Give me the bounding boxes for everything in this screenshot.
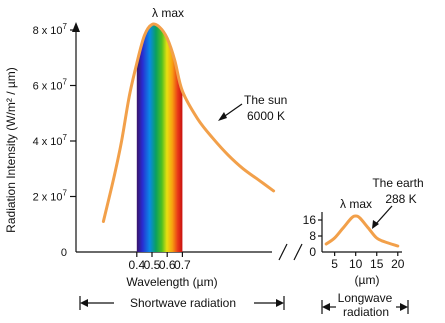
main-x-tick-label: 0.4 (128, 258, 145, 272)
main-y-tick-label: 4 x 107 (33, 133, 68, 148)
earth-name-label: The earth (372, 176, 423, 190)
main-y-tick-label: 2 x 107 (33, 189, 68, 204)
sun-temp-label: 6000 K (247, 109, 285, 123)
main-x-ticks: 0.40.50.60.7 (128, 252, 191, 272)
sun-peak-label: λ max (152, 6, 184, 20)
main-y-tick-label: 0 (61, 247, 67, 259)
earth-temp-label: 288 K (385, 192, 416, 206)
x-axis-label: Wavelength (µm) (126, 275, 217, 289)
earth-x-tick-label: 5 (331, 257, 338, 271)
earth-y-tick-label: 8 (309, 229, 316, 243)
main-y-ticks: 8 x 107 6 x 107 4 x 107 2 x 107 0 (33, 22, 76, 259)
earth-x-tick-label: 15 (370, 257, 384, 271)
earth-x-ticks: 5 10 15 20 (331, 252, 405, 271)
longwave-label-line-2: radiation (343, 305, 389, 319)
main-x-tick-label: 0.5 (144, 258, 161, 272)
earth-pointer-arrow (374, 205, 393, 226)
longwave-right-arrow-icon (400, 303, 408, 311)
earth-x-tick-label: 20 (391, 257, 405, 271)
earth-y-tick-label: 16 (303, 213, 317, 227)
shortwave-label: Shortwave radiation (130, 296, 236, 310)
shortwave-right-arrow-icon (276, 299, 284, 307)
main-x-tick-label: 0.7 (174, 258, 191, 272)
sun-curve (101, 22, 276, 223)
earth-peak-label: λ max (340, 197, 372, 211)
shortwave-left-arrow-icon (80, 299, 88, 307)
earth-x-tick-label: 10 (349, 257, 363, 271)
axis-break-mark-1 (278, 243, 288, 261)
sun-name-label: The sun (244, 93, 287, 107)
earth-curve (324, 214, 400, 248)
y-axis-label: Radiation Intensity (W/m² / µm) (4, 67, 18, 233)
axis-break-mark-2 (293, 243, 303, 261)
earth-x-axis-label: (µm) (355, 273, 380, 287)
earth-pointer-arrow-icon (372, 220, 379, 229)
earth-y-tick-label: 0 (309, 245, 316, 259)
longwave-left-arrow-icon (322, 303, 330, 311)
main-y-tick-label: 6 x 107 (33, 78, 68, 93)
sun-pointer-arrow-icon (218, 112, 227, 121)
main-y-tick-label: 8 x 107 (33, 22, 68, 37)
main-x-tick-label: 0.6 (159, 258, 176, 272)
longwave-label-line-1: Longwave (338, 291, 393, 305)
